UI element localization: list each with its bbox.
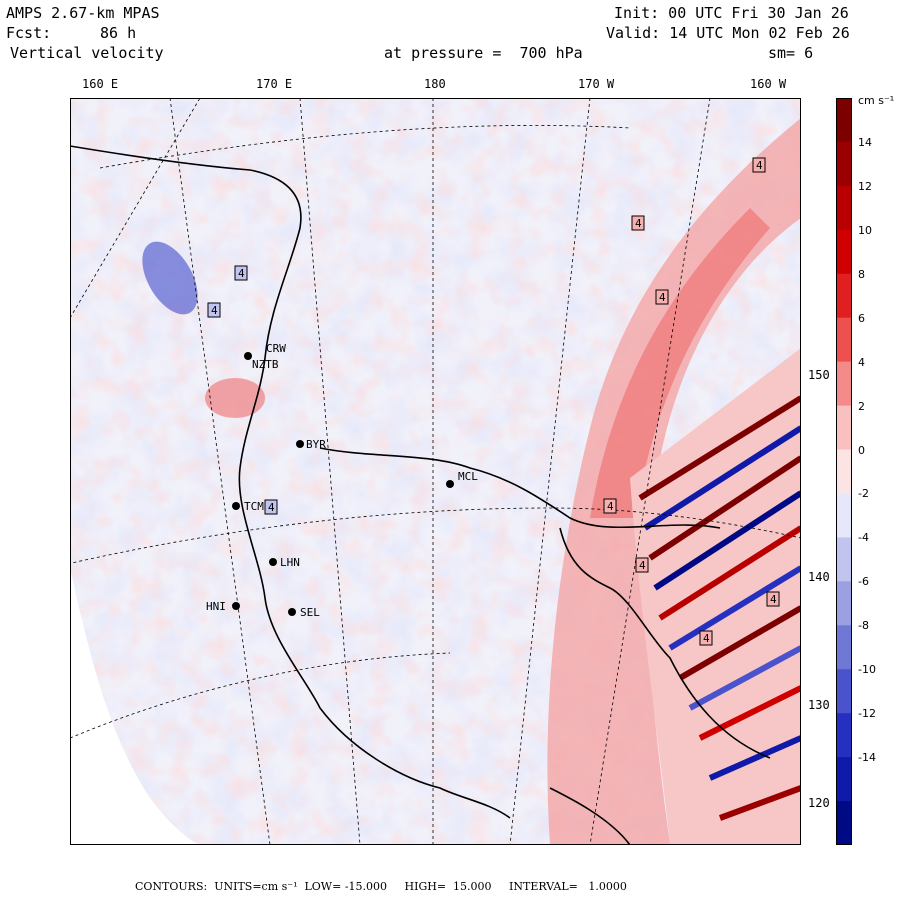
valid-time: Valid: 14 UTC Mon 02 Feb 26: [606, 24, 850, 42]
svg-text:4: 4: [659, 291, 666, 304]
colorbar-segment: [836, 229, 852, 275]
colorbar-segment: [836, 537, 852, 582]
colorbar-segment: [836, 141, 852, 187]
svg-text:4: 4: [268, 501, 275, 514]
colorbar-tick-label: 2: [858, 399, 865, 413]
stations: NZTB BYR TCM LHN SEL HNI MCL CRW: [206, 342, 478, 619]
station-label-tcm: TCM: [244, 500, 264, 513]
colorbar-segment: [836, 757, 852, 802]
colorbar-tick-label: 4: [858, 355, 865, 369]
svg-text:4: 4: [639, 559, 646, 572]
colorbar-tick-label: 14: [858, 135, 872, 149]
svg-text:4: 4: [607, 500, 614, 513]
colorbar-segment: [836, 185, 852, 231]
colorbar-tick-label: -4: [858, 531, 869, 545]
station-label-hni: HNI: [206, 600, 226, 613]
vertical-velocity-map: 4 4 4 4 4 4 4 4 4 4 NZTB BYR: [70, 98, 801, 845]
init-time: Init: 00 UTC Fri 30 Jan 26: [614, 4, 849, 22]
pressure-level: at pressure = 700 hPa: [384, 44, 583, 62]
station-dot-sel: [288, 608, 296, 616]
colorbar-tick-label: 10: [858, 223, 872, 237]
colorbar-segment: [836, 669, 852, 714]
wave-stripes: [638, 395, 801, 821]
lat-label-140w: 140 W: [808, 570, 845, 584]
colorbar-tick-label: 12: [858, 179, 872, 193]
station-label-crw: CRW: [266, 342, 286, 355]
colorbar-segment: [836, 625, 852, 670]
lat-label-120w: 120 W: [808, 796, 845, 810]
colorbar-tick-label: -8: [858, 619, 869, 633]
colorbar-tick-label: -10: [858, 663, 876, 677]
station-dot-byr: [296, 440, 304, 448]
station-dot-mcl: [446, 480, 454, 488]
lon-label-170w: 170 W: [578, 77, 615, 91]
colorbar-tick-label: -14: [858, 751, 876, 765]
station-label-lhn: LHN: [280, 556, 300, 569]
lon-label-180: 180: [424, 77, 446, 91]
smoothing: sm= 6: [768, 44, 814, 62]
colorbar-tick-label: -6: [858, 575, 869, 589]
colorbar-segment: [836, 317, 852, 363]
station-label-mcl: MCL: [458, 470, 478, 483]
svg-text:4: 4: [756, 159, 763, 172]
model-title: AMPS 2.67-km MPAS: [6, 4, 160, 22]
colorbar-segment: [836, 361, 852, 407]
colorbar-tick-label: 6: [858, 311, 865, 325]
coastline: [70, 145, 771, 845]
colorbar-segment: [836, 98, 852, 143]
graticule: [70, 98, 801, 845]
lat-label-130w: 130 W: [808, 698, 845, 712]
mountain-wave-region: [630, 348, 801, 845]
station-dot-nztb: [244, 352, 252, 360]
colorbar-segment: [836, 581, 852, 626]
lon-label-160e: 160 E: [82, 77, 119, 91]
station-dot-lhn: [269, 558, 277, 566]
colorbar-unit: cm s⁻¹: [858, 94, 895, 107]
colorbar-tick-label: -12: [858, 707, 876, 721]
station-dot-hni: [232, 602, 240, 610]
contour-info: CONTOURS: UNITS=cm s⁻¹ LOW= -15.000 HIGH…: [135, 880, 627, 893]
colorbar-segment: [836, 449, 852, 494]
colorbar-segment: [836, 713, 852, 758]
negative-velocity-patch: [142, 241, 198, 315]
svg-text:4: 4: [703, 632, 710, 645]
svg-text:4: 4: [770, 593, 777, 606]
station-label-byr: BYR: [306, 438, 326, 451]
colorbar: [836, 98, 852, 845]
colorbar-segment: [836, 493, 852, 538]
colorbar-tick-label: 0: [858, 443, 865, 457]
station-label-sel: SEL: [300, 606, 320, 619]
station-label-nztb: NZTB: [252, 358, 279, 371]
colorbar-segment: [836, 273, 852, 319]
station-dot-tcm: [232, 502, 240, 510]
colorbar-tick-label: 8: [858, 267, 865, 281]
positive-velocity-band: [547, 118, 801, 845]
forecast-hours: 86 h: [100, 24, 137, 42]
forecast-label: Fcst:: [6, 24, 52, 42]
colorbar-segment: [836, 405, 852, 451]
field-name: Vertical velocity: [10, 44, 164, 62]
colorbar-segment: [836, 801, 852, 845]
lat-label-150w: 150 W: [808, 368, 845, 382]
svg-text:4: 4: [238, 267, 245, 280]
lon-label-160w: 160 W: [750, 77, 787, 91]
lon-label-170e: 170 E: [256, 77, 293, 91]
svg-text:4: 4: [635, 217, 642, 230]
contour-label-boxes: 4 4 4 4 4 4 4 4 4 4: [207, 157, 780, 646]
colorbar-tick-label: -2: [858, 487, 869, 501]
svg-text:4: 4: [211, 304, 218, 317]
